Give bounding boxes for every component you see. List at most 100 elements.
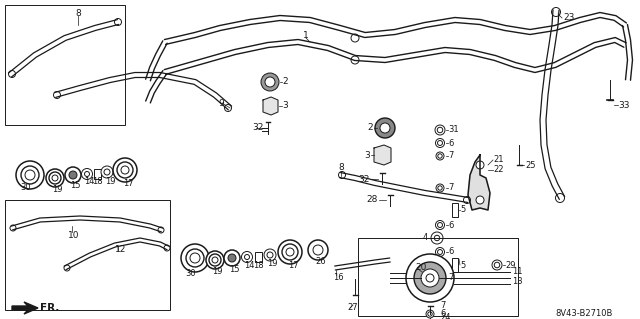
- Text: 12: 12: [115, 246, 126, 255]
- Text: 3: 3: [364, 151, 370, 160]
- Text: 21: 21: [493, 155, 504, 165]
- Text: 3: 3: [282, 101, 288, 110]
- Circle shape: [435, 125, 445, 135]
- Text: 25: 25: [525, 160, 536, 169]
- Circle shape: [224, 250, 240, 266]
- Bar: [452, 258, 458, 272]
- Circle shape: [64, 265, 70, 271]
- Circle shape: [435, 248, 445, 256]
- Text: 20: 20: [415, 263, 426, 271]
- Bar: [94, 169, 101, 179]
- Circle shape: [101, 166, 113, 178]
- Text: 16: 16: [333, 273, 344, 283]
- Circle shape: [115, 19, 122, 26]
- Circle shape: [117, 162, 133, 178]
- Text: 10: 10: [68, 231, 79, 240]
- Text: 6: 6: [448, 220, 453, 229]
- Bar: [255, 252, 262, 262]
- Circle shape: [282, 244, 298, 260]
- Circle shape: [158, 227, 164, 233]
- Circle shape: [435, 220, 445, 229]
- Text: 18: 18: [92, 177, 102, 187]
- Circle shape: [209, 254, 221, 266]
- Circle shape: [25, 170, 35, 180]
- Text: 30: 30: [20, 183, 31, 192]
- Polygon shape: [374, 145, 391, 165]
- Circle shape: [113, 158, 137, 182]
- Text: 19: 19: [105, 176, 115, 186]
- Text: 17: 17: [288, 262, 299, 271]
- Circle shape: [52, 175, 58, 181]
- Circle shape: [435, 138, 445, 147]
- Text: 33: 33: [618, 100, 630, 109]
- Circle shape: [104, 169, 110, 175]
- Circle shape: [492, 260, 502, 270]
- Text: 26: 26: [315, 257, 326, 266]
- Circle shape: [190, 253, 200, 263]
- Bar: [5, 200, 170, 310]
- Text: 7: 7: [448, 273, 453, 283]
- Circle shape: [436, 152, 444, 160]
- Circle shape: [10, 225, 16, 231]
- Text: 4: 4: [423, 234, 428, 242]
- Text: 6: 6: [448, 138, 453, 147]
- Text: 19: 19: [52, 186, 63, 195]
- Polygon shape: [263, 97, 278, 115]
- Text: 32: 32: [358, 174, 370, 183]
- Circle shape: [436, 274, 444, 282]
- Text: 2: 2: [367, 123, 373, 132]
- Circle shape: [406, 254, 454, 302]
- Circle shape: [65, 167, 81, 183]
- Text: 5: 5: [460, 205, 465, 214]
- Circle shape: [375, 118, 395, 138]
- Polygon shape: [468, 155, 490, 210]
- Circle shape: [8, 70, 15, 78]
- Circle shape: [476, 161, 484, 169]
- Circle shape: [308, 240, 328, 260]
- Circle shape: [21, 166, 39, 184]
- Circle shape: [46, 169, 64, 187]
- Text: 14: 14: [244, 261, 255, 270]
- Circle shape: [225, 105, 232, 112]
- Text: 8V43-B2710B: 8V43-B2710B: [555, 309, 612, 318]
- Circle shape: [212, 257, 218, 263]
- Text: 8: 8: [338, 164, 344, 173]
- Text: 1: 1: [303, 32, 308, 41]
- Text: 19: 19: [267, 259, 278, 269]
- Circle shape: [339, 172, 346, 179]
- Circle shape: [380, 123, 390, 133]
- Text: 14: 14: [84, 177, 95, 187]
- Circle shape: [436, 184, 444, 192]
- Circle shape: [286, 248, 294, 256]
- Circle shape: [426, 274, 434, 282]
- Text: 13: 13: [512, 278, 523, 286]
- Text: 27: 27: [347, 303, 358, 313]
- Text: 6: 6: [448, 248, 453, 256]
- Circle shape: [181, 244, 209, 272]
- Circle shape: [435, 235, 440, 241]
- Text: 31: 31: [448, 125, 459, 135]
- Text: 15: 15: [229, 264, 239, 273]
- Circle shape: [264, 249, 276, 261]
- Circle shape: [121, 166, 129, 174]
- Circle shape: [556, 194, 564, 203]
- Circle shape: [351, 34, 359, 42]
- Text: 9: 9: [218, 99, 224, 108]
- Bar: [5, 5, 125, 125]
- Text: 6: 6: [440, 309, 445, 318]
- Text: 11: 11: [512, 268, 522, 277]
- Polygon shape: [12, 302, 38, 314]
- Text: 5: 5: [460, 261, 465, 270]
- Circle shape: [351, 56, 359, 64]
- Text: 30: 30: [185, 270, 196, 278]
- Bar: [452, 203, 458, 217]
- Circle shape: [313, 245, 323, 255]
- Text: 29: 29: [505, 261, 515, 270]
- Circle shape: [164, 245, 170, 251]
- Circle shape: [244, 255, 250, 259]
- Text: 19: 19: [212, 268, 223, 277]
- Circle shape: [54, 92, 61, 99]
- Circle shape: [431, 232, 443, 244]
- Text: 18: 18: [253, 261, 264, 270]
- Circle shape: [186, 249, 204, 267]
